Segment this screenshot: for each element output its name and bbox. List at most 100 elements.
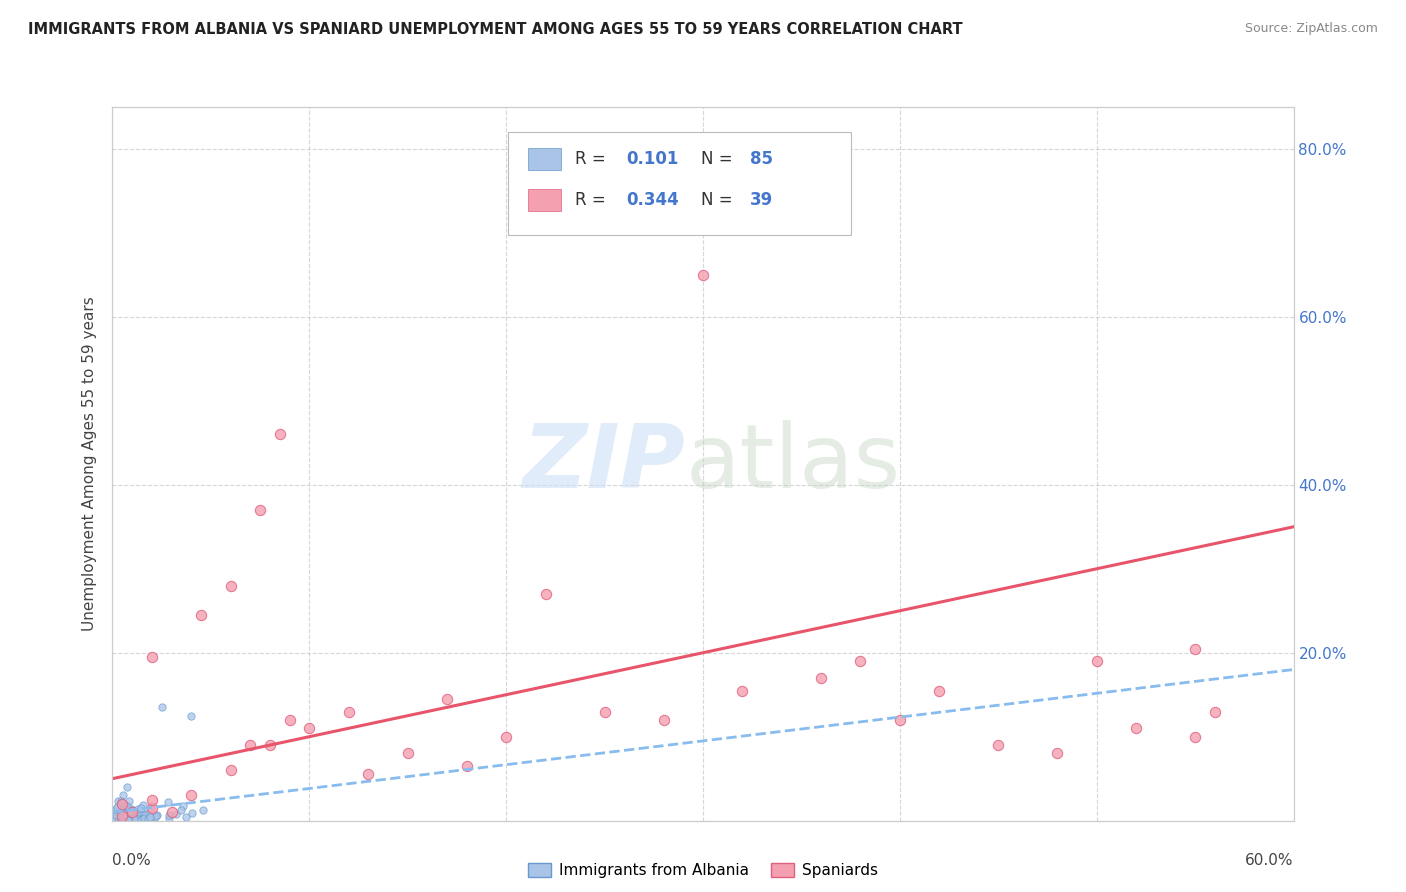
Point [122,812,145,826]
Text: 0.101: 0.101 [626,150,679,168]
Point [141,801,163,815]
Point [139,801,162,815]
Point [117,812,139,826]
Point [987,738,1010,752]
FancyBboxPatch shape [508,132,851,235]
Point [129,801,152,815]
Point [134,807,156,822]
Point [118,794,141,808]
Point [157,811,180,825]
Point [103,811,125,825]
Point [298,721,321,735]
Point [118,805,141,820]
Text: 85: 85 [751,150,773,168]
Point [112,805,135,819]
Point [172,799,194,814]
Point [131,811,153,825]
Point [239,738,262,752]
Point [1184,730,1206,744]
Point [357,767,380,781]
Point [112,812,135,826]
Point [219,578,242,592]
Point [104,809,127,823]
Point [110,794,132,808]
Point [1125,721,1147,735]
Y-axis label: Unemployment Among Ages 55 to 59 years: Unemployment Among Ages 55 to 59 years [82,296,97,632]
Text: 39: 39 [751,191,773,209]
Point [121,803,143,817]
Text: 0.0%: 0.0% [112,853,152,868]
Point [219,764,242,778]
Point [120,813,142,827]
Point [105,800,128,814]
Point [107,810,129,824]
Point [593,705,616,719]
Point [337,705,360,719]
Point [132,797,155,812]
Point [104,807,127,822]
Point [115,780,138,794]
Point [278,713,301,727]
Point [1204,705,1226,719]
Point [456,759,478,773]
Point [141,792,163,806]
Point [146,808,169,822]
Point [115,803,138,817]
Point [134,811,156,825]
Point [652,713,675,727]
Point [115,802,138,816]
Point [191,803,214,817]
Point [889,713,911,727]
Point [150,700,173,714]
Point [110,804,132,818]
Point [157,807,180,822]
Point [128,806,150,821]
Text: 60.0%: 60.0% [1246,853,1294,868]
Bar [529,148,561,169]
Point [141,649,163,664]
Point [111,809,134,823]
Point [259,738,281,752]
Point [145,810,167,824]
Point [180,789,202,803]
Point [112,789,135,803]
Point [128,808,150,822]
Point [160,805,183,820]
Point [396,747,419,761]
Point [125,812,148,826]
Point [118,813,141,827]
Text: R =: R = [575,191,612,209]
Point [849,654,872,668]
Point [101,807,124,822]
Point [117,812,139,826]
Point [107,794,129,808]
Point [114,799,136,814]
Point [107,804,129,818]
Point [111,796,134,810]
Point [122,804,145,818]
Point [692,268,714,282]
Point [810,671,832,685]
Text: IMMIGRANTS FROM ALBANIA VS SPANIARD UNEMPLOYMENT AMONG AGES 55 TO 59 YEARS CORRE: IMMIGRANTS FROM ALBANIA VS SPANIARD UNEM… [28,22,963,37]
Point [101,808,124,822]
Point [534,587,557,601]
Text: atlas: atlas [685,420,900,508]
Point [117,813,139,827]
Point [112,812,135,826]
Point [436,692,458,706]
Point [110,813,132,827]
Point [117,801,139,815]
Legend: Immigrants from Albania, Spaniards: Immigrants from Albania, Spaniards [522,857,884,884]
Point [111,809,134,823]
Point [108,800,131,814]
Point [120,802,142,816]
Point [928,683,950,698]
Point [110,806,132,821]
Point [111,808,134,822]
Point [115,813,138,827]
Point [145,809,167,823]
Point [118,811,141,825]
Point [111,797,134,811]
Point [1046,747,1069,761]
Point [108,814,131,828]
